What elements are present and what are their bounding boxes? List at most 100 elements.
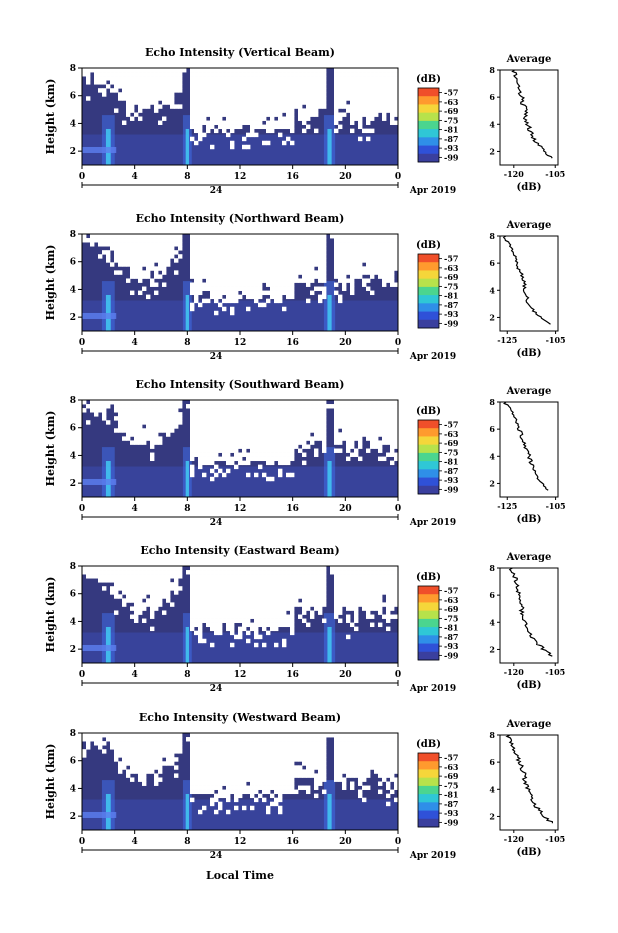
heatmap-blank-cell (350, 274, 355, 279)
heatmap-blank-cell (378, 266, 383, 271)
heatmap-blank-cell (342, 737, 347, 742)
heatmap-blank-cell (386, 733, 391, 738)
heatmap-blank-cell (166, 757, 171, 762)
x-tick-label: 16 (286, 504, 299, 514)
heatmap-blank-cell (178, 412, 183, 417)
heatmap-blank-cell (342, 88, 347, 93)
heatmap-blank-cell (166, 432, 171, 437)
heatmap-blank-cell (122, 88, 127, 93)
y-tick-label: 8 (70, 562, 76, 572)
heatmap-blank-cell (338, 618, 343, 623)
heatmap-blank-cell (366, 733, 371, 738)
profile-y-tick-label: 8 (489, 563, 495, 573)
heatmap-blank-cell (134, 618, 139, 623)
heatmap-blank-cell (358, 404, 363, 409)
heatmap-blank-cell (378, 68, 383, 73)
heatmap-blank-cell (194, 286, 199, 291)
heatmap-blank-cell (146, 745, 151, 750)
heatmap-blank-cell (222, 777, 227, 782)
heatmap-blank-cell (382, 404, 387, 409)
x-tick-label: 16 (286, 670, 299, 680)
heatmap-blank-cell (174, 408, 179, 413)
heatmap-blank-cell (390, 238, 395, 243)
heatmap-blank-cell (370, 424, 375, 429)
heatmap-blank-cell (162, 578, 167, 583)
heatmap-blank-cell (318, 432, 323, 437)
heatmap-blank-cell (218, 785, 223, 790)
heatmap-blank-cell (158, 737, 163, 742)
heatmap-blank-cell (298, 757, 303, 762)
profile-x-tick-label: -105 (545, 169, 565, 179)
heatmap-blank-cell (302, 412, 307, 417)
heatmap-blank-cell (230, 108, 235, 113)
heatmap-blank-cell (134, 586, 139, 591)
heatmap-blank-cell (346, 741, 351, 746)
heatmap-blank-cell (190, 400, 195, 405)
heatmap-blank-cell (98, 238, 103, 243)
heatmap-blank-cell (206, 590, 211, 595)
heatmap-blank-cell (242, 440, 247, 445)
heatmap-blank-cell (206, 444, 211, 449)
heatmap-blank-cell (222, 68, 227, 73)
heatmap-blank-cell (362, 68, 367, 73)
heatmap-blank-cell (246, 769, 251, 774)
heatmap-blank-cell (246, 306, 251, 312)
heatmap-blank-cell (322, 737, 327, 742)
heatmap-blank-cell (146, 80, 151, 85)
heatmap-blank-cell (122, 741, 127, 746)
panel-title: Echo Intensity (Eastward Beam) (140, 544, 339, 557)
heatmap-blank-cell (286, 460, 291, 466)
heatmap-blank-cell (314, 68, 319, 73)
heatmap-blank-cell (90, 570, 95, 575)
heatmap-blank-cell (306, 602, 311, 607)
heatmap-blank-cell (230, 626, 235, 632)
heatmap-blank-cell (246, 80, 251, 85)
heatmap-blank-cell (198, 104, 203, 109)
heatmap-blank-cell (386, 626, 391, 632)
heatmap-blank-cell (234, 298, 239, 304)
heatmap-blank-cell (238, 456, 243, 462)
heatmap-blank-cell (134, 76, 139, 81)
heatmap-blank-cell (142, 753, 147, 758)
heatmap-blank-cell (266, 809, 271, 815)
heatmap-blank-cell (166, 100, 171, 105)
heatmap-blank-cell (270, 614, 275, 619)
heatmap-blank-cell (366, 420, 371, 425)
heatmap-blank-cell (282, 436, 287, 441)
heatmap-blank-cell (210, 602, 215, 607)
heatmap-blank-cell (206, 448, 211, 453)
heatmap-blank-cell (338, 733, 343, 738)
heatmap-blank-cell (382, 92, 387, 97)
heatmap-blank-cell (206, 298, 211, 304)
heatmap-blank-cell (366, 400, 371, 405)
heatmap-blank-cell (274, 440, 279, 445)
heatmap-blank-cell (266, 610, 271, 615)
heatmap-blank-cell (194, 270, 199, 275)
heatmap-blank-cell (234, 250, 239, 255)
heatmap-blank-cell (326, 404, 331, 409)
heatmap-blank-cell (142, 72, 147, 77)
heatmap-blank-cell (242, 286, 247, 291)
heatmap-blank-cell (278, 278, 283, 283)
heatmap-blank-cell (198, 254, 203, 259)
heatmap-blank-cell (346, 412, 351, 417)
heatmap-blank-cell (122, 436, 127, 441)
heatmap-blank-cell (118, 412, 123, 417)
heatmap-blank-cell (290, 254, 295, 259)
heatmap-blank-cell (394, 282, 399, 287)
heatmap-blank-cell (294, 104, 299, 109)
heatmap-blank-cell (254, 602, 259, 607)
heatmap-blank-cell (394, 424, 399, 429)
heatmap-blank-cell (206, 598, 211, 603)
heatmap-blank-cell (250, 777, 255, 782)
heatmap-blank-cell (334, 258, 339, 263)
heatmap-blank-cell (194, 566, 199, 571)
heatmap-blank-cell (270, 566, 275, 571)
heatmap-blank-cell (342, 76, 347, 81)
heatmap-blank-cell (366, 424, 371, 429)
heatmap-blank-cell (306, 68, 311, 73)
heatmap-blank-cell (354, 769, 359, 774)
heatmap-blank-cell (166, 733, 171, 738)
profile-title: Average (506, 54, 552, 65)
heatmap-blank-cell (262, 574, 267, 579)
